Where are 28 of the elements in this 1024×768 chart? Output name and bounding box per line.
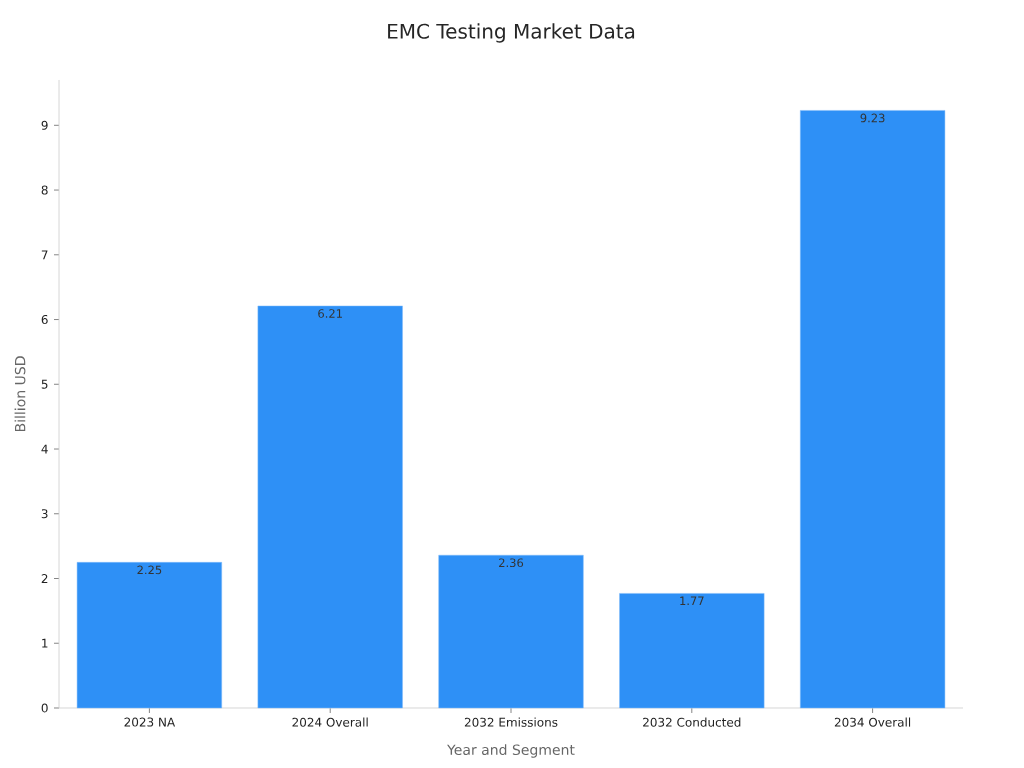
chart-title: EMC Testing Market Data — [388, 23, 635, 43]
y-tick-label: 2 — [41, 574, 48, 583]
x-axis-title: Year and Segment — [447, 744, 575, 758]
data-label: 9.23 — [860, 113, 885, 123]
data-label: 2.25 — [137, 565, 162, 575]
bar — [257, 305, 403, 709]
x-tick-label: 2034 Overall — [834, 717, 911, 727]
y-tick-label: 5 — [41, 379, 48, 389]
x-tick-label: 2032 Conducted — [643, 717, 741, 727]
bar — [800, 110, 946, 709]
y-tick-label: 4 — [41, 444, 48, 454]
bar — [76, 562, 222, 709]
x-tick-label: 2023 NA — [124, 717, 176, 727]
x-tick-label: 2024 Overall — [292, 717, 368, 727]
data-label: 6.21 — [318, 309, 342, 318]
bar — [619, 593, 765, 709]
data-label: 1.77 — [680, 596, 704, 605]
y-tick-label: 9 — [41, 120, 48, 130]
y-tick-label: 3 — [41, 509, 48, 519]
y-axis-title: Billion USD — [14, 356, 26, 432]
y-tick-label: 6 — [41, 315, 48, 325]
x-tick-label: 2032 Emissions — [464, 717, 558, 727]
y-tick-label: 1 — [42, 638, 48, 648]
y-tick-label: 8 — [41, 185, 48, 195]
bar — [438, 554, 584, 709]
data-label: 2.36 — [499, 558, 524, 568]
y-tick-label: 0 — [41, 703, 48, 713]
y-tick-label: 7 — [41, 250, 48, 260]
